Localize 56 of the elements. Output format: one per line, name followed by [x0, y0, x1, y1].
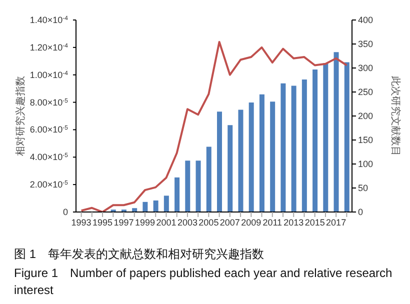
bar [153, 200, 158, 212]
bar [280, 83, 286, 212]
x-tick-label: 2013 [284, 217, 304, 228]
y-tick-label: 1.40×10$^{-4}$ [30, 15, 69, 25]
bar [323, 63, 328, 212]
y2-tick-label: 250 [358, 87, 374, 98]
x-tick-label: 2017 [326, 217, 346, 228]
x-tick-label: 2011 [262, 217, 282, 228]
y-tick-label: 2.00×10$^{-5}$ [30, 180, 69, 190]
x-tick-label: 2001 [156, 217, 176, 228]
y2-axis-title: 此次研究文献数目 [389, 76, 402, 156]
x-tick-label: 2015 [304, 217, 325, 228]
bar [334, 52, 339, 212]
y2-tick-label: 0 [358, 207, 364, 218]
y-axis-title: 相对研究兴趣指数 [14, 76, 27, 156]
x-tick-label: 1993 [71, 217, 92, 228]
bar [132, 208, 138, 212]
y2-tick-label: 100 [358, 159, 374, 170]
y2-tick-label: 300 [358, 63, 374, 74]
bar [259, 94, 264, 212]
bar [142, 202, 148, 212]
bar [291, 86, 296, 212]
caption: 图 1 每年发表的文献总数和相对研究兴趣指数 [14, 246, 266, 263]
y-tick-label: 6.00×10$^{-5}$ [30, 124, 69, 135]
bar [344, 62, 350, 212]
y2-tick-label: 350 [358, 39, 374, 50]
x-tick-label: 1999 [134, 217, 156, 228]
y-tick-label: 8.00×10$^{-5}$ [30, 97, 69, 108]
y2-tick-label: 400 [358, 15, 374, 26]
bar [196, 160, 201, 212]
y-tick-label: 0 [62, 207, 68, 217]
x-tick-label: 2003 [177, 217, 198, 228]
bar [185, 160, 190, 212]
x-tick-label: 1995 [92, 217, 113, 228]
bar [302, 80, 307, 212]
bar [217, 112, 222, 212]
y-tick-label: 4.00×10$^{-5}$ [30, 152, 69, 162]
line-series [80, 40, 348, 212]
y2-tick-label: 200 [358, 111, 374, 122]
x-tick-label: 2007 [220, 217, 240, 228]
bar [312, 69, 318, 212]
bar [248, 102, 254, 212]
x-tick-label: 2009 [241, 217, 262, 228]
bar [238, 110, 244, 212]
y2-tick-label: 150 [358, 135, 374, 146]
bar [270, 102, 276, 212]
bar [174, 177, 180, 212]
bar [206, 146, 212, 212]
caption: Figure 1 Number of papers published each year and relative research interest [14, 265, 394, 299]
bar [164, 196, 169, 212]
y-tick-label: 1.20×10$^{-4}$ [30, 42, 69, 52]
x-tick-label: 1997 [114, 217, 134, 228]
x-tick-label: 2005 [198, 217, 219, 228]
y-tick-label: 1.00×10$^{-4}$ [30, 70, 69, 80]
bar [228, 125, 233, 212]
y2-tick-label: 50 [358, 183, 368, 194]
